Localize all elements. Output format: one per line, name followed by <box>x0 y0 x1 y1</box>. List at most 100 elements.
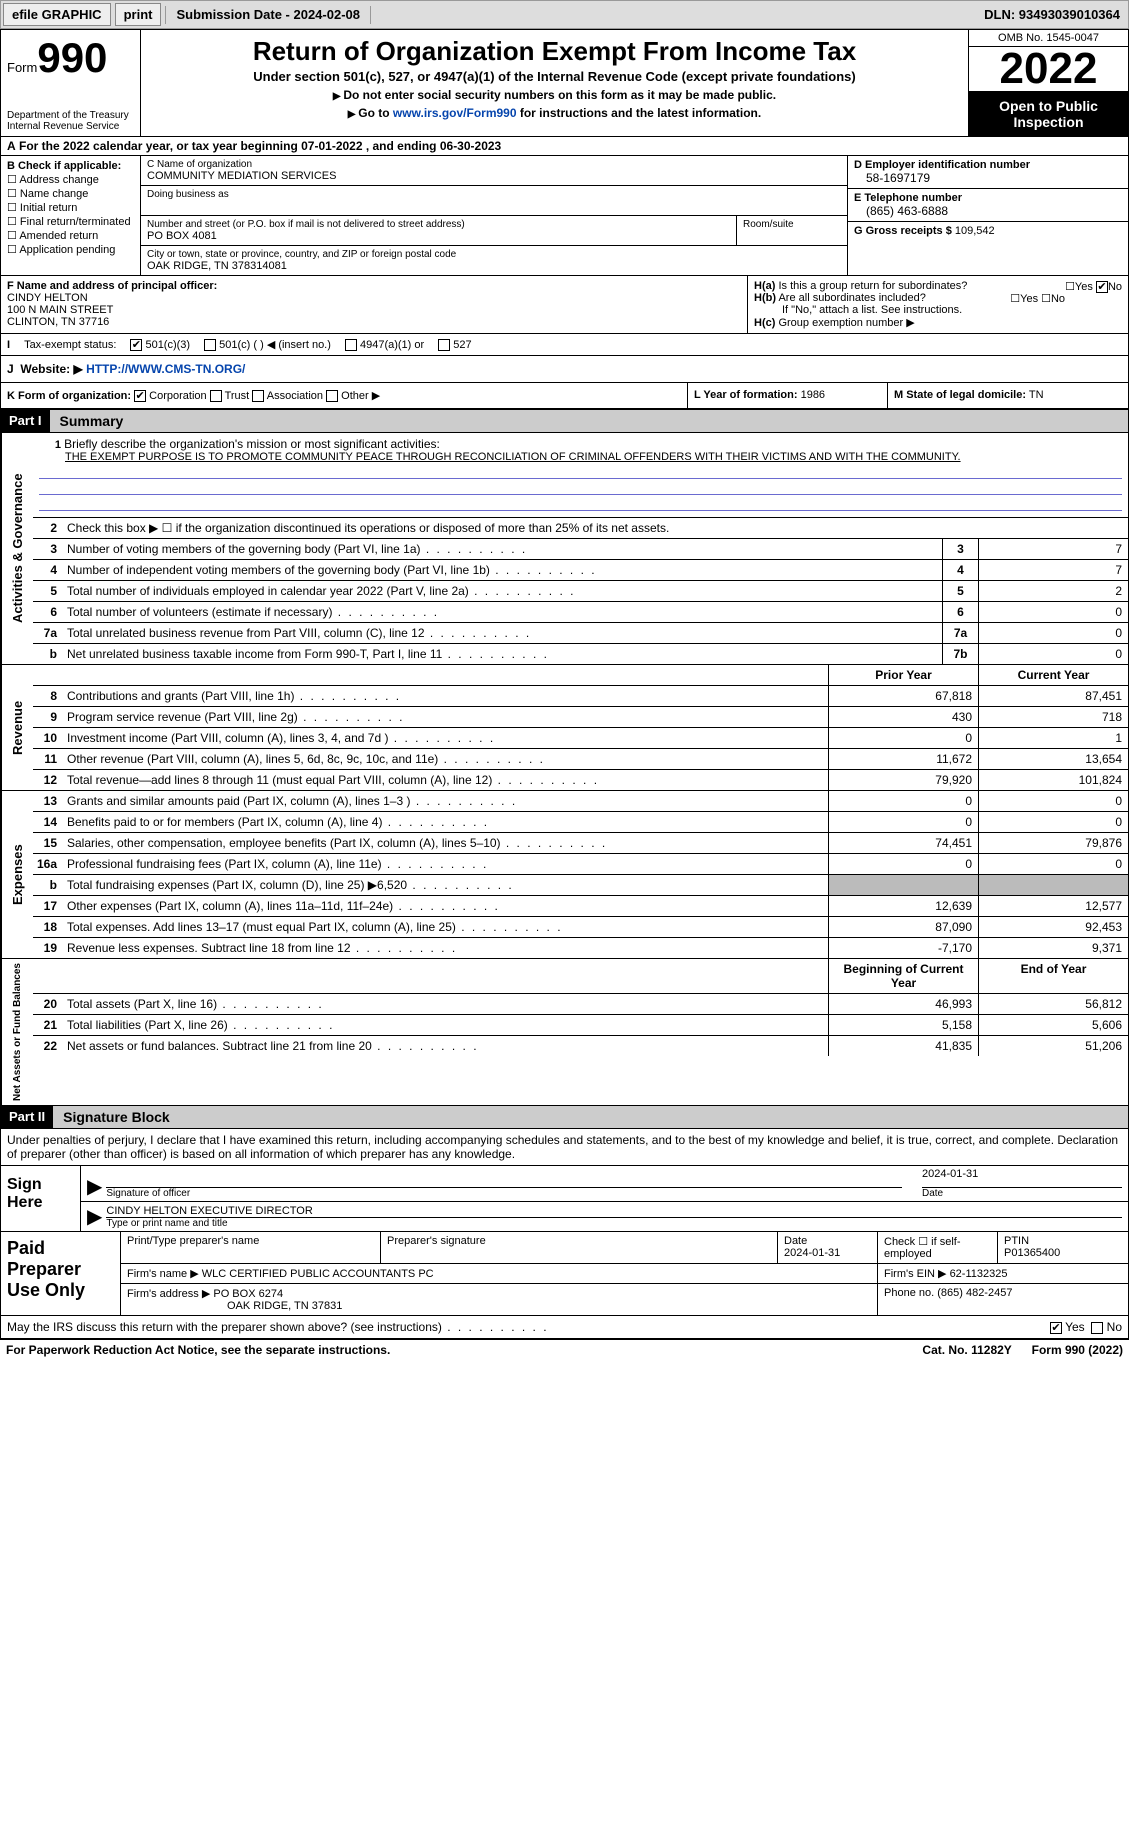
form-number: Form990 <box>7 34 134 82</box>
line-box: 6 <box>942 602 978 622</box>
line-val: 7 <box>978 560 1128 580</box>
line-num: 5 <box>33 581 63 601</box>
chk-trust[interactable] <box>210 390 222 402</box>
mission-label: Briefly describe the organization's miss… <box>64 437 440 451</box>
prior-val: 0 <box>828 791 978 811</box>
line-num: 13 <box>33 791 63 811</box>
section-c: C Name of organization COMMUNITY MEDIATI… <box>141 156 848 275</box>
line-text: Total expenses. Add lines 13–17 (must eq… <box>63 917 828 937</box>
dln: DLN: 93493039010364 <box>984 7 1126 22</box>
l-label: L Year of formation: <box>694 389 798 401</box>
section-m: M State of legal domicile: TN <box>888 383 1128 408</box>
dba-label: Doing business as <box>147 189 841 200</box>
form-ref: Form 990 (2022) <box>1032 1343 1123 1357</box>
ein-val: 58-1697179 <box>854 171 1122 185</box>
chk-assoc[interactable] <box>252 390 264 402</box>
side-activities: Activities & Governance <box>1 433 33 664</box>
ein-label: D Employer identification number <box>854 159 1122 171</box>
addr-val: PO BOX 4081 <box>147 230 730 242</box>
line2-text: Check this box ▶ ☐ if the organization d… <box>63 518 1128 538</box>
line-text: Program service revenue (Part VIII, line… <box>63 707 828 727</box>
efile-button[interactable]: efile GRAPHIC <box>3 3 111 26</box>
officer-addr1: 100 N MAIN STREET <box>7 304 741 316</box>
line-text: Total revenue—add lines 8 through 11 (mu… <box>63 770 828 790</box>
discuss-no[interactable] <box>1091 1322 1103 1334</box>
line-num: 11 <box>33 749 63 769</box>
chk-corp[interactable] <box>134 390 146 402</box>
prior-val: 11,672 <box>828 749 978 769</box>
form-num: 990 <box>37 34 107 81</box>
officer-addr2: CLINTON, TN 37716 <box>7 316 741 328</box>
org-name-label: C Name of organization <box>147 159 841 170</box>
officer-name: CINDY HELTON <box>7 292 741 304</box>
ha-text: Is this a group return for subordinates? <box>778 280 967 292</box>
room-label: Room/suite <box>737 216 847 245</box>
prior-val: 87,090 <box>828 917 978 937</box>
firm-addr-label: Firm's address ▶ <box>127 1288 210 1300</box>
line-num: 7a <box>33 623 63 643</box>
mission-val: THE EXEMPT PURPOSE IS TO PROMOTE COMMUNI… <box>65 451 961 463</box>
line-num: 21 <box>33 1015 63 1035</box>
prior-val: 74,451 <box>828 833 978 853</box>
prep-sig-hdr: Preparer's signature <box>381 1232 778 1263</box>
cat-no: Cat. No. 11282Y <box>922 1343 1011 1357</box>
ha-no-check <box>1096 281 1108 293</box>
form-title: Return of Organization Exempt From Incom… <box>147 36 962 67</box>
form-subtitle: Under section 501(c), 527, or 4947(a)(1)… <box>147 69 962 84</box>
line-num: 6 <box>33 602 63 622</box>
prior-val: 12,639 <box>828 896 978 916</box>
part2-title: Signature Block <box>53 1106 1128 1128</box>
col-prior: Prior Year <box>828 665 978 685</box>
line-num: 17 <box>33 896 63 916</box>
k-corp: Corporation <box>149 390 206 402</box>
chk-address-change[interactable]: Address change <box>7 173 134 186</box>
chk-other[interactable] <box>326 390 338 402</box>
k-other: Other ▶ <box>341 390 380 402</box>
chk-501c[interactable] <box>204 339 216 351</box>
note-ssn: Do not enter social security numbers on … <box>147 88 962 102</box>
line-val: 2 <box>978 581 1128 601</box>
line-text: Total liabilities (Part X, line 26) <box>63 1015 828 1035</box>
line-val: 0 <box>978 644 1128 664</box>
side-netassets: Net Assets or Fund Balances <box>1 959 33 1105</box>
prep-date-hdr: Date <box>784 1235 807 1247</box>
website-row: J Website: ▶ HTTP://WWW.CMS-TN.ORG/ <box>1 356 1128 383</box>
prep-date-val: 2024-01-31 <box>784 1247 840 1259</box>
k-trust: Trust <box>225 390 250 402</box>
chk-501c3[interactable] <box>130 339 142 351</box>
chk-application-pending[interactable]: Application pending <box>7 243 134 256</box>
current-val <box>978 875 1128 895</box>
prior-val: 0 <box>828 854 978 874</box>
section-h: H(a) Is this a group return for subordin… <box>748 276 1128 333</box>
prior-val: 79,920 <box>828 770 978 790</box>
line-text: Total fundraising expenses (Part IX, col… <box>63 875 828 895</box>
chk-initial-return[interactable]: Initial return <box>7 201 134 214</box>
website-link[interactable]: HTTP://WWW.CMS-TN.ORG/ <box>86 362 245 376</box>
sig-officer-label: Signature of officer <box>106 1188 902 1199</box>
current-val: 12,577 <box>978 896 1128 916</box>
firm-ein-val: 62-1132325 <box>950 1268 1008 1280</box>
line-box: 7a <box>942 623 978 643</box>
chk-527[interactable] <box>438 339 450 351</box>
org-name: COMMUNITY MEDIATION SERVICES <box>147 170 841 182</box>
current-val: 9,371 <box>978 938 1128 958</box>
discuss-yes[interactable] <box>1050 1322 1062 1334</box>
print-button[interactable]: print <box>115 3 162 26</box>
chk-amended-return[interactable]: Amended return <box>7 229 134 242</box>
line-text: Benefits paid to or for members (Part IX… <box>63 812 828 832</box>
line-text: Total number of volunteers (estimate if … <box>63 602 942 622</box>
side-revenue: Revenue <box>1 665 33 790</box>
chk-final-return[interactable]: Final return/terminated <box>7 215 134 228</box>
irs-link[interactable]: www.irs.gov/Form990 <box>393 106 517 120</box>
line-num: 12 <box>33 770 63 790</box>
form-prefix: Form <box>7 60 37 75</box>
note2-post: for instructions and the latest informat… <box>517 106 762 120</box>
part1-title: Summary <box>50 410 1128 432</box>
chk-4947[interactable] <box>345 339 357 351</box>
prior-val: 430 <box>828 707 978 727</box>
city-val: OAK RIDGE, TN 378314081 <box>147 260 841 272</box>
chk-name-change[interactable]: Name change <box>7 187 134 200</box>
tax-exempt-row: I Tax-exempt status: 501(c)(3) 501(c) ( … <box>1 334 1128 356</box>
phone-label: E Telephone number <box>854 192 1122 204</box>
ptin-val: P01365400 <box>1004 1247 1060 1259</box>
